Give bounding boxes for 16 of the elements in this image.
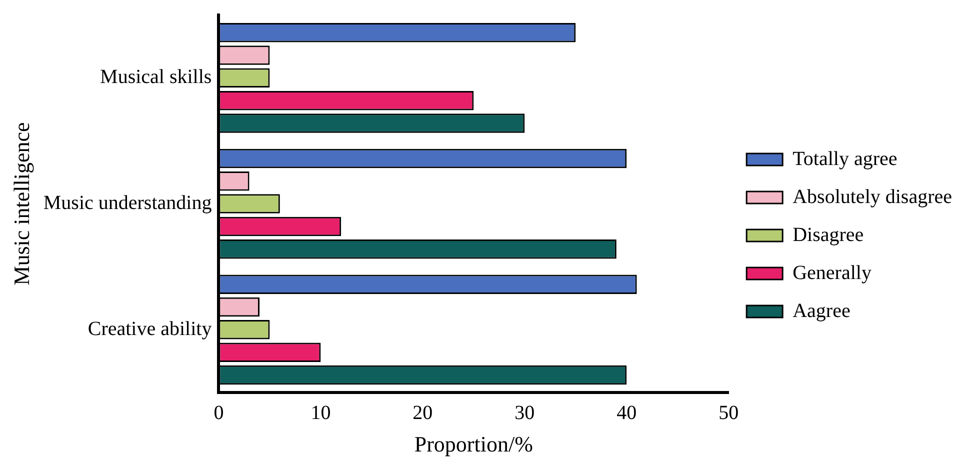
y-tick-label: Music understanding xyxy=(43,192,212,214)
legend-label: Totally agree xyxy=(792,148,898,170)
x-tick-label: 50 xyxy=(718,402,739,424)
y-tick-label: Creative ability xyxy=(88,318,212,340)
x-tick-label: 0 xyxy=(214,402,224,424)
y-tick-label: Musical skills xyxy=(100,66,212,88)
x-tick-label: 30 xyxy=(514,402,535,424)
x-tick-label: 10 xyxy=(310,402,331,424)
x-tick-label: 40 xyxy=(616,402,637,424)
legend-label: Disagree xyxy=(792,224,864,246)
legend-label: Absolutely disagree xyxy=(792,186,952,208)
legend-label: Generally xyxy=(792,262,872,284)
x-tick-label: 20 xyxy=(412,402,433,424)
legend-label: Aagree xyxy=(792,300,850,322)
y-axis-title: Music intelligence xyxy=(8,122,34,286)
x-axis-title: Proportion/% xyxy=(414,432,533,457)
